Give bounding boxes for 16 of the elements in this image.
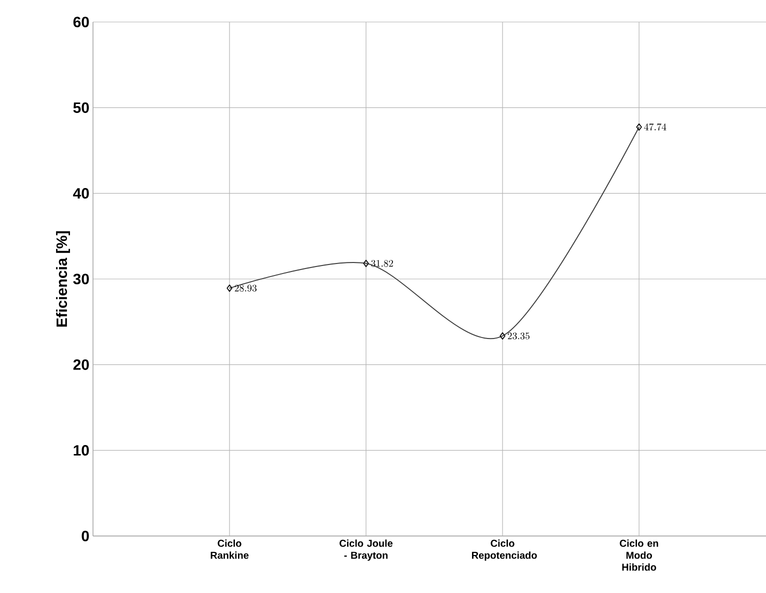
y-tick-label: 40 — [73, 188, 89, 199]
x-tick-label: Ciclo Joule - Brayton — [340, 540, 393, 561]
y-tick-label: 0 — [82, 530, 89, 542]
y-tick-label: 50 — [73, 102, 89, 113]
x-tick-label: Ciclo en Modo Hibrido — [620, 540, 658, 571]
x-tick-label: Ciclo Rankine — [210, 540, 249, 559]
y-tick-label: 30 — [73, 274, 89, 284]
data-label: 47.74 — [644, 123, 666, 130]
y-tick-label: 20 — [73, 359, 89, 370]
y-axis-title: Eficiencia [%] — [56, 231, 70, 327]
x-tick-label: Ciclo Repotenciado — [472, 540, 537, 561]
data-label: 23.35 — [508, 332, 530, 340]
y-tick-label: 60 — [73, 16, 89, 28]
y-tick-label: 10 — [74, 445, 89, 456]
data-label: 28.93 — [234, 284, 257, 292]
data-label: 31 .82 — [371, 260, 393, 267]
